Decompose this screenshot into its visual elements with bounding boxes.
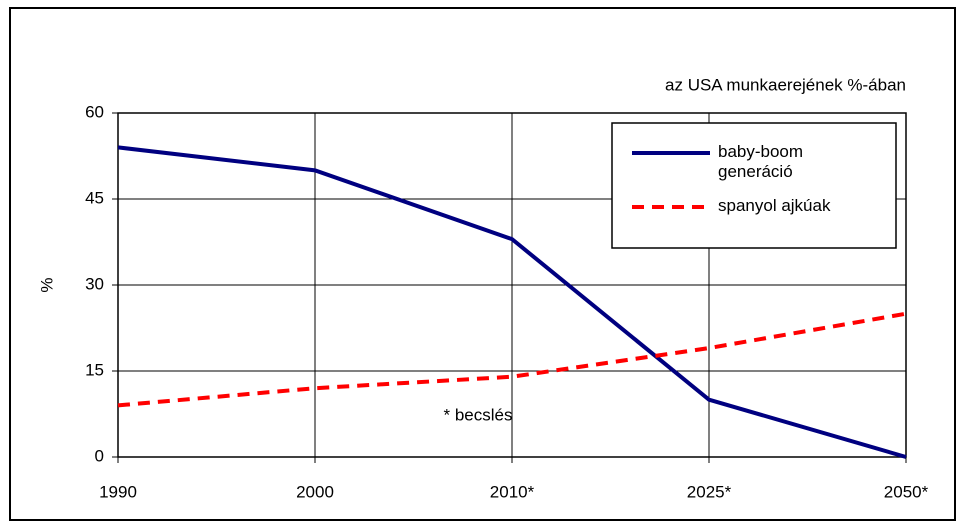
y-tick-label: 45 <box>85 188 104 207</box>
y-tick-label: 15 <box>85 360 104 379</box>
legend-label: spanyol ajkúak <box>718 196 831 215</box>
data-line <box>117 311 907 408</box>
y-tick-label: 60 <box>85 102 104 121</box>
chart-subtitle: az USA munkaerejének %-ában <box>665 75 906 94</box>
x-tick-label: 1990 <box>99 482 137 501</box>
y-axis-label: % <box>37 277 56 292</box>
x-tick-label: 2025* <box>687 482 732 501</box>
chart-border <box>9 7 956 521</box>
y-tick-label: 0 <box>95 446 104 465</box>
legend-box <box>611 122 897 249</box>
y-tick-label: 30 <box>85 274 104 293</box>
x-tick-label: 2000 <box>296 482 334 501</box>
plot-area <box>117 112 907 458</box>
x-tick-label: 2010* <box>490 482 535 501</box>
x-tick-label: 2050* <box>884 482 929 501</box>
legend-label: baby-boom generáció <box>718 142 804 181</box>
data-line <box>117 145 907 459</box>
annotation: * becslés <box>444 405 513 424</box>
